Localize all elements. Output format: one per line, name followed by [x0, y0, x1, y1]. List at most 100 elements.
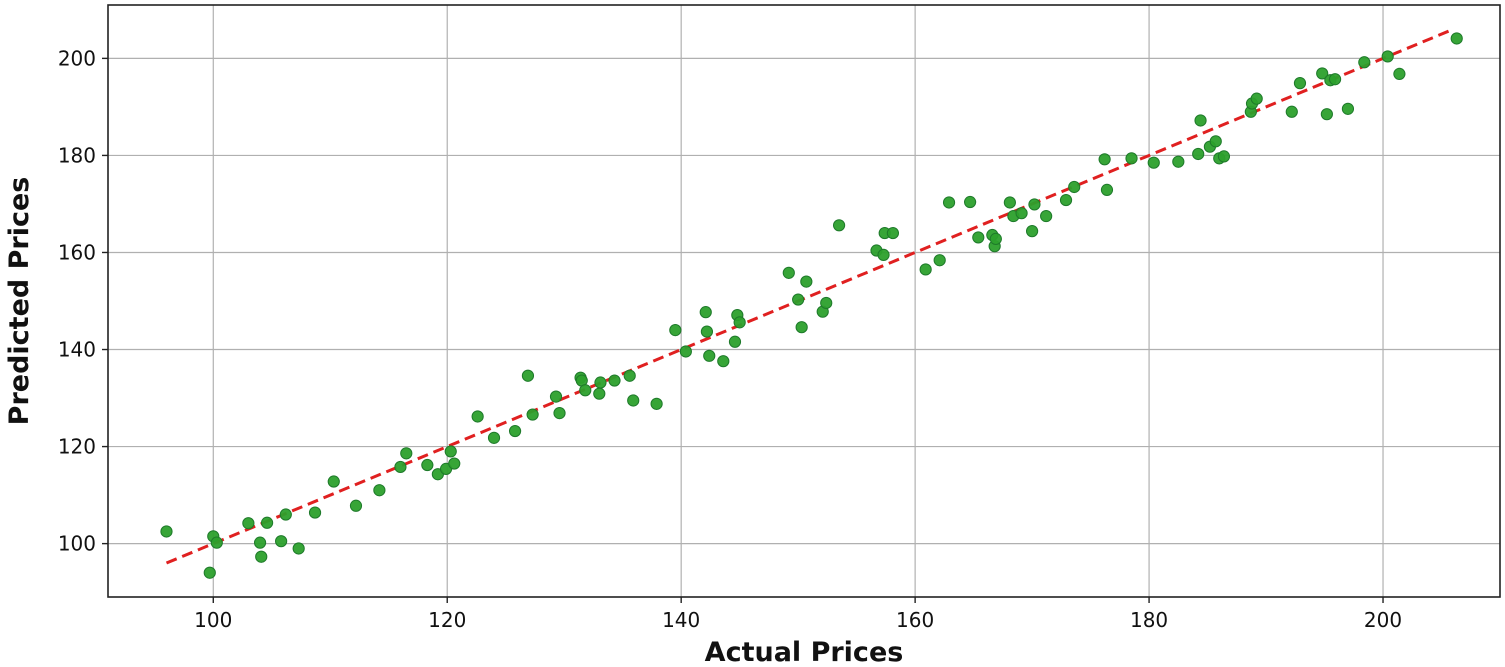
- y-tick-label: 180: [58, 143, 96, 167]
- data-point: [1293, 77, 1307, 90]
- data-point: [623, 369, 636, 382]
- data-point: [800, 275, 813, 288]
- data-point: [1147, 156, 1160, 169]
- data-point: [1098, 153, 1111, 166]
- data-point: [349, 499, 363, 512]
- plot-frame: [107, 4, 1501, 598]
- y-axis-title: Predicted Prices: [4, 177, 35, 426]
- x-tick-label: 120: [428, 608, 466, 632]
- data-point: [255, 550, 268, 563]
- data-point: [471, 410, 484, 423]
- data-point: [942, 196, 956, 209]
- data-point: [1192, 147, 1205, 161]
- data-point: [703, 349, 716, 362]
- data-point: [1250, 92, 1263, 105]
- data-point: [669, 324, 682, 337]
- x-tick-label: 140: [662, 608, 700, 632]
- data-point: [487, 431, 501, 444]
- data-point: [1040, 209, 1053, 223]
- data-point: [699, 306, 712, 319]
- data-point: [160, 525, 173, 538]
- data-point: [1015, 207, 1028, 220]
- data-point: [1217, 150, 1231, 163]
- y-tick-label: 200: [58, 46, 96, 70]
- data-point: [792, 293, 805, 306]
- x-tick-label: 160: [896, 608, 934, 632]
- data-point: [1068, 180, 1081, 194]
- x-tick-label: 180: [1130, 608, 1168, 632]
- data-point: [327, 475, 340, 488]
- data-point: [700, 325, 714, 338]
- data-point: [594, 376, 607, 389]
- y-tick-label: 120: [58, 435, 96, 459]
- data-point: [526, 408, 539, 421]
- data-point: [553, 406, 566, 420]
- data-point: [1125, 152, 1138, 165]
- data-point: [549, 390, 563, 403]
- data-point: [1358, 56, 1371, 69]
- data-point: [1209, 135, 1222, 148]
- data-point: [728, 335, 742, 348]
- axis-ticks: 100 120 140 160 180 200 100 120 140 160 180 200: [58, 46, 1402, 632]
- data-point: [679, 345, 692, 358]
- data-point: [1320, 108, 1333, 121]
- data-point: [820, 296, 833, 310]
- data-point: [242, 517, 255, 530]
- y-tick-label: 160: [58, 240, 96, 264]
- data-point: [972, 231, 985, 244]
- data-point: [782, 266, 795, 279]
- trend-line: [165, 27, 1454, 565]
- data-point: [394, 460, 407, 474]
- data-point: [795, 321, 808, 334]
- grid: [108, 5, 1500, 597]
- data-point: [1381, 50, 1394, 63]
- data-point: [608, 374, 621, 387]
- data-point: [717, 355, 730, 368]
- data-point: [308, 506, 322, 519]
- data-point: [964, 195, 977, 209]
- data-point: [253, 536, 267, 549]
- data-point: [260, 516, 274, 529]
- data-point: [886, 226, 900, 240]
- data-point: [919, 263, 932, 276]
- data-point: [1341, 102, 1355, 115]
- data-point: [292, 542, 305, 555]
- data-point: [933, 254, 946, 267]
- x-tick-label: 100: [194, 608, 232, 632]
- data-point: [1059, 193, 1073, 207]
- trend-line-group: [165, 27, 1454, 565]
- data-point: [1194, 114, 1207, 127]
- data-point: [1450, 32, 1463, 45]
- data-point: [279, 508, 292, 521]
- data-point: [832, 219, 846, 232]
- data-point: [1026, 225, 1039, 238]
- data-point: [1285, 105, 1298, 118]
- data-point: [1172, 155, 1185, 168]
- data-point: [650, 397, 663, 410]
- data-point: [1328, 73, 1342, 86]
- y-tick-label: 100: [58, 532, 96, 556]
- data-point: [508, 424, 522, 438]
- data-point: [448, 457, 461, 470]
- y-tick-label: 140: [58, 338, 96, 362]
- x-tick-label: 200: [1364, 608, 1402, 632]
- data-point: [1316, 67, 1329, 80]
- data-point: [421, 458, 434, 472]
- data-point: [579, 384, 592, 397]
- data-point: [203, 566, 216, 579]
- data-point: [1100, 183, 1114, 196]
- data-point: [593, 387, 606, 400]
- data-point: [627, 394, 640, 407]
- data-point: [521, 369, 535, 382]
- data-point: [989, 232, 1002, 245]
- data-point: [275, 535, 288, 548]
- data-point: [1393, 67, 1406, 81]
- data-point: [733, 316, 746, 329]
- data-point: [877, 248, 890, 262]
- data-point: [444, 445, 457, 458]
- data-point: [373, 484, 386, 497]
- data-point: [1003, 196, 1016, 209]
- x-axis-title: Actual Prices: [705, 637, 904, 667]
- data-point: [210, 536, 223, 549]
